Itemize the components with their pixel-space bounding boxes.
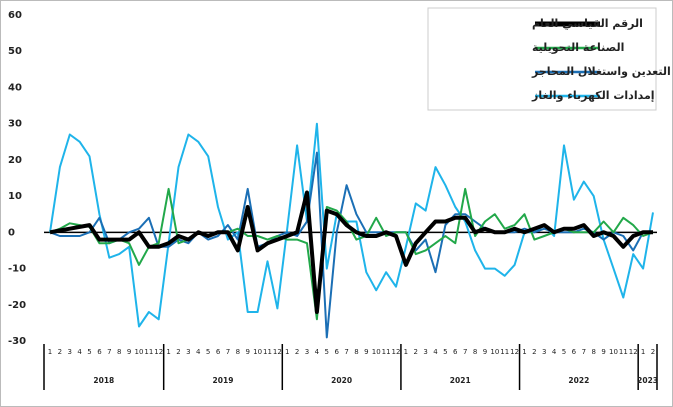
x-tick-label: 7	[582, 348, 586, 356]
legend-label: التعدين واستغلال المحاجر	[531, 65, 671, 78]
x-tick-label: 6	[453, 348, 458, 356]
x-tick-label: 12	[629, 348, 638, 356]
year-label: 2022	[568, 376, 589, 385]
x-tick-label: 3	[423, 348, 427, 356]
year-label: 2020	[331, 376, 352, 385]
y-tick-label: 50	[8, 46, 22, 57]
x-tick-label: 1	[48, 348, 52, 356]
x-tick-label: 8	[591, 348, 595, 356]
x-tick-label: 2	[651, 348, 655, 356]
y-tick-label: 10	[8, 191, 22, 202]
x-tick-label: 3	[305, 348, 309, 356]
x-tick-label: 4	[433, 348, 438, 356]
y-tick-label: 30	[8, 119, 22, 130]
legend-label: الصناعة التحويلية	[532, 41, 624, 54]
x-tick-label: 2	[176, 348, 180, 356]
series-line	[49, 190, 653, 314]
year-label: 2018	[93, 376, 114, 385]
x-tick-label: 9	[601, 348, 605, 356]
x-tick-label: 4	[315, 348, 320, 356]
x-tick-label: 12	[510, 348, 519, 356]
x-tick-label: 11	[144, 348, 153, 356]
x-tick-label: 11	[263, 348, 272, 356]
x-tick-label: 2	[58, 348, 62, 356]
x-tick-label: 10	[253, 348, 262, 356]
legend-label: إمدادات الكهرباء والغاز	[531, 89, 655, 102]
y-tick-label: 20	[8, 155, 22, 166]
year-label: 2019	[213, 376, 234, 385]
x-tick-label: 5	[443, 348, 447, 356]
x-tick-label: 1	[641, 348, 645, 356]
x-tick-label: 11	[619, 348, 628, 356]
x-tick-label: 9	[127, 348, 131, 356]
x-tick-label: 9	[483, 348, 487, 356]
x-tick-label: 5	[206, 348, 210, 356]
x-tick-label: 7	[226, 348, 230, 356]
y-tick-label: 0	[8, 227, 15, 238]
x-tick-label: 10	[490, 348, 499, 356]
x-tick-label: 2	[295, 348, 299, 356]
x-tick-label: 6	[216, 348, 221, 356]
x-tick-label: 4	[196, 348, 201, 356]
series-line	[49, 122, 654, 328]
x-tick-label: 12	[273, 348, 282, 356]
x-tick-label: 7	[344, 348, 348, 356]
year-label: 2023	[637, 376, 658, 385]
x-tick-label: 3	[68, 348, 72, 356]
x-tick-label: 4	[552, 348, 557, 356]
x-tick-label: 10	[372, 348, 381, 356]
x-tick-label: 12	[392, 348, 401, 356]
x-tick-label: 8	[236, 348, 240, 356]
x-tick-label: 7	[463, 348, 467, 356]
x-tick-label: 6	[97, 348, 102, 356]
x-tick-label: 11	[500, 348, 509, 356]
x-tick-label: 7	[107, 348, 111, 356]
x-tick-label: 12	[154, 348, 163, 356]
x-tick-label: 10	[609, 348, 618, 356]
y-tick-label: 40	[8, 82, 22, 93]
x-tick-label: 2	[414, 348, 418, 356]
x-tick-label: 6	[334, 348, 339, 356]
x-tick-label: 9	[245, 348, 249, 356]
x-tick-label: 1	[522, 348, 526, 356]
x-tick-label: 3	[186, 348, 190, 356]
legend-label: الرقم القياسي العام	[532, 17, 643, 30]
x-tick-label: 1	[166, 348, 170, 356]
x-tick-label: 6	[572, 348, 577, 356]
y-tick-label: -20	[8, 300, 26, 311]
x-tick-label: 1	[285, 348, 289, 356]
y-tick-label: 60	[8, 10, 22, 21]
year-label: 2021	[450, 376, 471, 385]
x-tick-label: 8	[117, 348, 121, 356]
x-tick-label: 8	[473, 348, 477, 356]
x-tick-label: 5	[325, 348, 329, 356]
x-tick-label: 3	[542, 348, 546, 356]
y-tick-label: -10	[8, 264, 26, 275]
x-tick-label: 11	[382, 348, 391, 356]
x-tick-label: 8	[354, 348, 358, 356]
x-tick-label: 9	[364, 348, 368, 356]
x-tick-label: 10	[135, 348, 144, 356]
y-tick-label: -30	[8, 336, 26, 347]
x-tick-label: 5	[562, 348, 566, 356]
x-tick-label: 4	[77, 348, 82, 356]
x-tick-label: 1	[404, 348, 408, 356]
x-tick-label: 5	[87, 348, 91, 356]
x-tick-label: 2	[532, 348, 536, 356]
